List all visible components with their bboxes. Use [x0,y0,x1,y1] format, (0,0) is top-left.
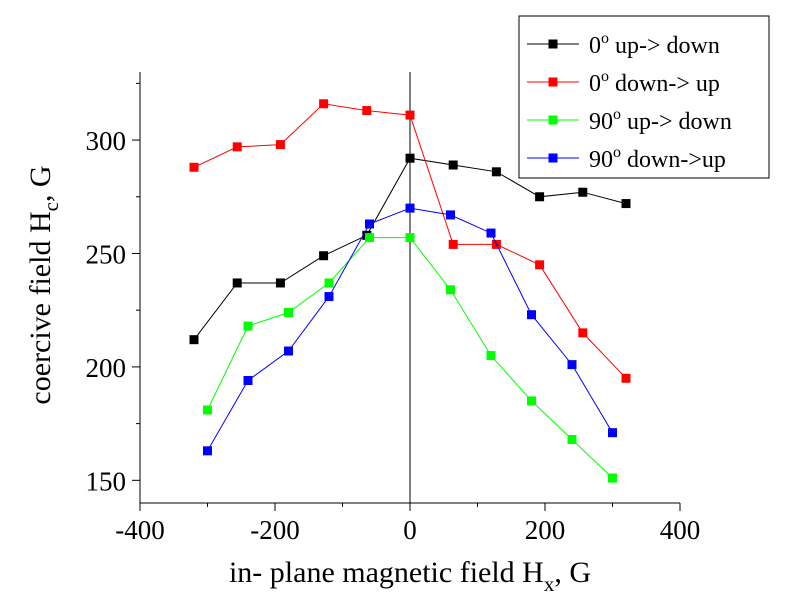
legend-marker [548,115,558,125]
data-point [608,428,617,438]
data-point [189,335,199,345]
data-point [189,162,199,172]
data-point [486,351,496,361]
data-point [621,373,631,383]
legend-label: 90o down->up [589,144,726,173]
data-point [446,285,455,295]
data-point [243,376,253,386]
legend-box [518,15,770,179]
series-4 [203,203,617,456]
legend-label: 0o down-> up [589,68,720,97]
data-point [319,99,329,109]
x-axis: -400 -200 0 200 400 [115,502,701,545]
legend-item: 0o up-> down [527,30,720,59]
series-layer [189,99,631,483]
series-2 [189,99,631,383]
data-point [365,219,374,229]
data-point [284,307,293,317]
data-point [405,203,415,213]
legend-item: 90o down->up [527,144,726,173]
x-tick-label: 200 [525,515,566,545]
series-3 [203,233,617,483]
data-point [203,405,212,415]
y-tick-label: 150 [86,466,127,496]
x-tick-label: 0 [403,515,417,545]
data-point [275,140,285,150]
data-point [232,278,242,288]
data-point [405,153,415,163]
y-tick-label: 300 [86,126,127,156]
series-1 [189,153,631,345]
data-point [448,160,458,170]
data-point [527,310,536,320]
legend-marker [548,77,558,87]
legend: 0o up-> down 0o down-> up 90o up-> down 90o… [518,15,770,179]
data-point [578,187,588,197]
legend-item: 0o down-> up [527,68,720,97]
x-axis-label: in- plane magnetic field Hx, G [229,556,591,596]
data-point [284,346,293,356]
data-point [608,473,617,483]
legend-marker [548,153,558,163]
data-point [405,233,415,243]
data-point [362,106,372,116]
data-point [203,446,212,456]
y-axis-label: coercive field Hc, G [24,165,63,404]
data-point [491,167,501,177]
data-point [324,278,334,288]
data-point [243,321,253,331]
data-point [319,251,329,261]
data-point [448,239,458,249]
data-point [365,233,374,243]
y-tick-label: 250 [86,239,127,269]
data-point [232,142,242,152]
data-point [486,228,496,238]
y-axis: 150 200 250 300 [86,72,141,503]
data-point [535,192,545,202]
x-tick-label: 400 [660,515,701,545]
x-tick-label: -400 [115,515,165,545]
data-point [275,278,285,288]
data-point [567,360,577,370]
y-tick-label: 200 [86,353,127,383]
legend-label: 0o up-> down [589,30,720,59]
data-point [324,292,334,302]
data-point [578,328,588,338]
data-point [405,110,415,120]
legend-label: 90o up-> down [589,106,732,135]
data-point [535,260,545,270]
legend-item: 90o up-> down [527,106,732,135]
data-point [527,396,536,406]
legend-marker [548,39,558,49]
data-point [446,210,455,220]
data-point [621,199,631,209]
data-point [567,434,577,444]
x-tick-label: -200 [250,515,300,545]
